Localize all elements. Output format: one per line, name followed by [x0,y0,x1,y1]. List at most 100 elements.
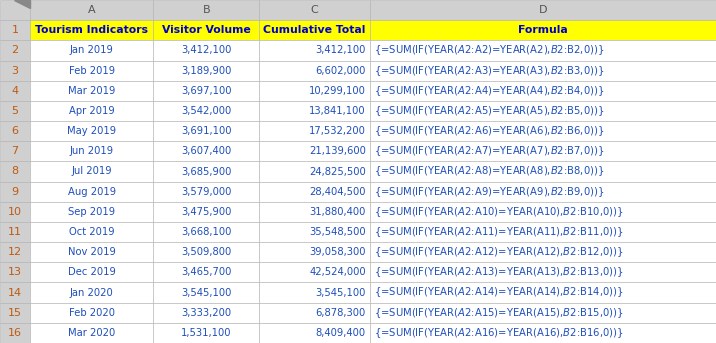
Text: 6,878,300: 6,878,300 [316,308,366,318]
Text: 3,333,200: 3,333,200 [181,308,231,318]
Bar [0,20,30,40]
Bar [153,141,259,162]
Bar [30,181,153,202]
Bar [30,0,153,20]
Bar [259,20,370,40]
Bar [30,242,153,262]
Bar [30,303,153,323]
Text: {=SUM(IF(YEAR($A$2:A12)=YEAR(A12),$B$2:B12,0))}: {=SUM(IF(YEAR($A$2:A12)=YEAR(A12),$B$2:B… [374,245,624,259]
Bar [0,222,30,242]
Text: Mar 2020: Mar 2020 [68,328,115,338]
Text: 3,691,100: 3,691,100 [181,126,231,136]
Bar [153,60,259,81]
Bar [370,303,716,323]
Bar [0,303,30,323]
Bar [370,0,716,20]
Bar [0,101,30,121]
Text: Jun 2019: Jun 2019 [69,146,114,156]
Bar [153,40,259,60]
Bar [370,202,716,222]
Text: 12: 12 [8,247,22,257]
Text: Feb 2019: Feb 2019 [69,66,115,75]
Bar [259,121,370,141]
Text: 3,542,000: 3,542,000 [181,106,231,116]
Text: 3,697,100: 3,697,100 [181,86,231,96]
Text: Jan 2019: Jan 2019 [69,45,114,56]
Text: 8,409,400: 8,409,400 [316,328,366,338]
Bar [370,162,716,181]
Bar [0,81,30,101]
Text: Formula: Formula [518,25,568,35]
Text: 31,880,400: 31,880,400 [309,207,366,217]
Text: {=SUM(IF(YEAR($A$2:A7)=YEAR(A7),$B$2:B7,0))}: {=SUM(IF(YEAR($A$2:A7)=YEAR(A7),$B$2:B7,… [374,144,605,158]
Bar [153,20,259,40]
Bar [0,283,30,303]
Text: {=SUM(IF(YEAR($A$2:A11)=YEAR(A11),$B$2:B11,0))}: {=SUM(IF(YEAR($A$2:A11)=YEAR(A11),$B$2:B… [374,225,624,239]
Bar [259,202,370,222]
Text: {=SUM(IF(YEAR($A$2:A10)=YEAR(A10),$B$2:B10,0))}: {=SUM(IF(YEAR($A$2:A10)=YEAR(A10),$B$2:B… [374,205,624,219]
Bar [0,202,30,222]
Bar [153,0,259,20]
Text: {=SUM(IF(YEAR($A$2:A4)=YEAR(A4),$B$2:B4,0))}: {=SUM(IF(YEAR($A$2:A4)=YEAR(A4),$B$2:B4,… [374,84,605,98]
Text: 3: 3 [11,66,19,75]
Text: 13,841,100: 13,841,100 [309,106,366,116]
Bar [370,101,716,121]
Text: A: A [88,5,95,15]
Bar [30,20,153,40]
Text: 7: 7 [11,146,19,156]
Bar [370,141,716,162]
Text: Aug 2019: Aug 2019 [67,187,116,197]
Text: 9: 9 [11,187,19,197]
Text: 3,189,900: 3,189,900 [181,66,231,75]
Bar [153,202,259,222]
Bar [259,303,370,323]
Text: {=SUM(IF(YEAR($A$2:A3)=YEAR(A3),$B$2:B3,0))}: {=SUM(IF(YEAR($A$2:A3)=YEAR(A3),$B$2:B3,… [374,64,605,78]
Bar [370,81,716,101]
Bar [30,323,153,343]
Bar [259,81,370,101]
Bar [370,40,716,60]
Bar [259,60,370,81]
Bar [0,60,30,81]
Text: 8: 8 [11,166,19,177]
Text: 3,579,000: 3,579,000 [181,187,231,197]
Text: {=SUM(IF(YEAR($A$2:A2)=YEAR(A2),$B$2:B2,0))}: {=SUM(IF(YEAR($A$2:A2)=YEAR(A2),$B$2:B2,… [374,44,605,57]
Bar [153,283,259,303]
Bar [0,40,30,60]
Bar [153,121,259,141]
Bar [370,60,716,81]
Text: Feb 2020: Feb 2020 [69,308,115,318]
Bar [259,101,370,121]
Bar [259,242,370,262]
Bar [0,323,30,343]
Text: 3,509,800: 3,509,800 [181,247,231,257]
Text: C: C [311,5,319,15]
Text: 15: 15 [8,308,22,318]
Text: 35,548,500: 35,548,500 [309,227,366,237]
Text: 13: 13 [8,268,22,277]
Bar [153,262,259,283]
Text: 21,139,600: 21,139,600 [309,146,366,156]
Text: 4: 4 [11,86,19,96]
Text: 6,602,000: 6,602,000 [316,66,366,75]
Text: 28,404,500: 28,404,500 [309,187,366,197]
Bar [370,242,716,262]
Text: Sep 2019: Sep 2019 [68,207,115,217]
Text: Oct 2019: Oct 2019 [69,227,115,237]
Bar [370,283,716,303]
Text: 3,668,100: 3,668,100 [181,227,231,237]
Bar [153,323,259,343]
Bar [259,141,370,162]
Text: {=SUM(IF(YEAR($A$2:A9)=YEAR(A9),$B$2:B9,0))}: {=SUM(IF(YEAR($A$2:A9)=YEAR(A9),$B$2:B9,… [374,185,605,199]
Bar [30,101,153,121]
Text: 3,607,400: 3,607,400 [181,146,231,156]
Bar [30,162,153,181]
Bar [30,121,153,141]
Text: 11: 11 [8,227,22,237]
Text: 10: 10 [8,207,22,217]
Text: 6: 6 [11,126,19,136]
Text: Apr 2019: Apr 2019 [69,106,115,116]
Bar [0,141,30,162]
Bar [153,303,259,323]
Text: 1: 1 [11,25,19,35]
